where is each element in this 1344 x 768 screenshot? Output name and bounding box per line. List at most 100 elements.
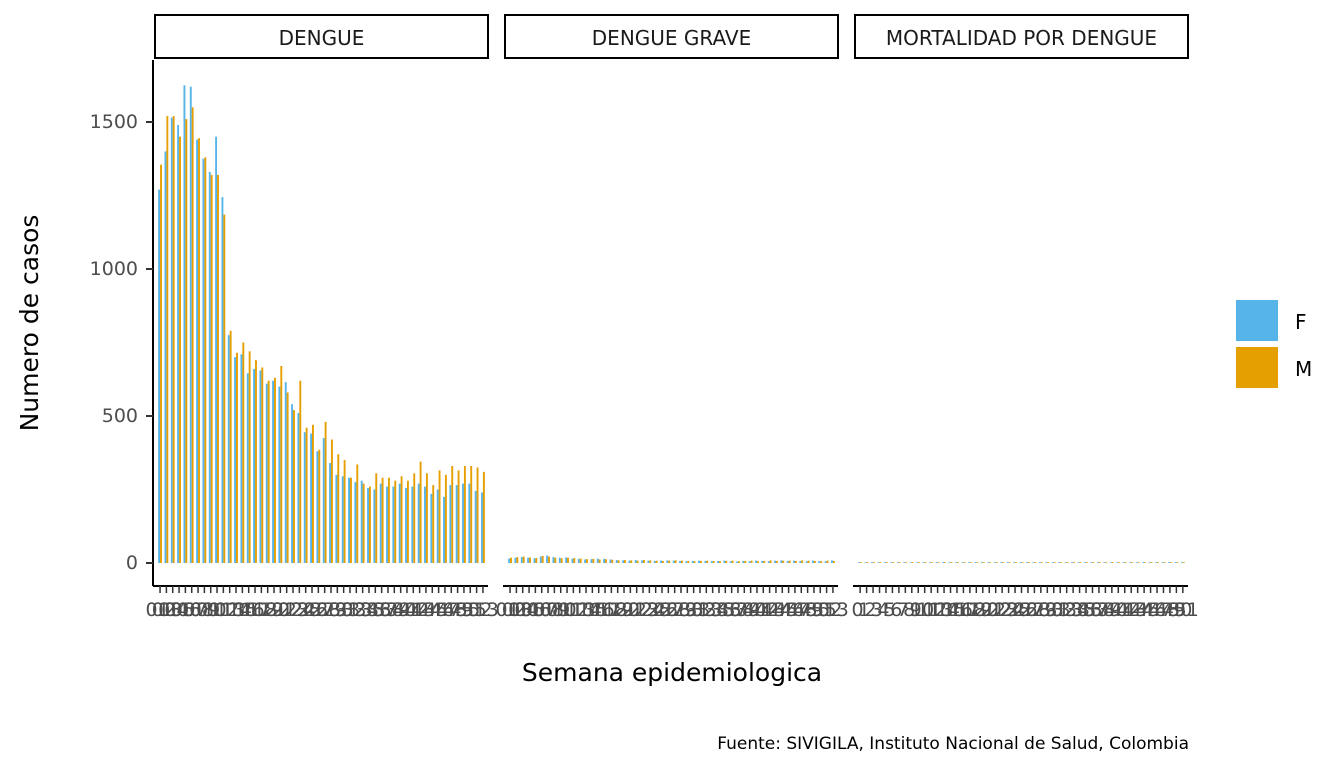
x-tick-label: 50 — [1168, 599, 1192, 621]
x-tick-label: 14 — [936, 599, 960, 621]
bar — [877, 562, 880, 563]
bar — [1180, 562, 1183, 563]
bar — [546, 555, 549, 563]
x-tick-label: 43 — [411, 599, 435, 621]
bar — [818, 560, 821, 563]
bar — [196, 139, 199, 563]
bar — [824, 561, 827, 563]
bar — [1167, 562, 1170, 563]
bar — [987, 562, 990, 563]
bar — [955, 562, 957, 563]
y-tick-label: 1500 — [90, 111, 138, 133]
x-tick-label: 31 — [335, 599, 359, 621]
x-tick-label: 16 — [590, 599, 614, 621]
bar — [381, 477, 384, 563]
bar — [649, 560, 652, 563]
bar — [916, 562, 919, 563]
bar — [660, 560, 663, 563]
x-axis-title: Semana epidemiologica — [522, 658, 822, 687]
facet-strip — [504, 14, 839, 59]
x-tick-label: 29 — [323, 599, 347, 621]
bar — [976, 562, 979, 563]
bar — [831, 560, 833, 563]
bar — [1111, 562, 1114, 563]
bar — [1021, 562, 1024, 563]
bar — [586, 559, 588, 563]
x-tick-label: 12 — [215, 599, 239, 621]
x-tick-label: 32 — [1052, 599, 1076, 621]
bar — [961, 562, 964, 563]
bar — [699, 560, 702, 563]
bar — [622, 560, 625, 563]
y-axis: 0 500 1000 1500 — [90, 111, 138, 574]
x-tick-label: 24 — [641, 599, 665, 621]
x-tick-label: 29 — [1033, 599, 1057, 621]
bar — [967, 562, 970, 563]
x-tick-label: 53 — [475, 599, 499, 621]
bar — [799, 560, 802, 563]
bar — [826, 560, 829, 563]
bar — [909, 562, 912, 563]
bar — [221, 196, 224, 563]
bar — [812, 560, 814, 563]
bar — [170, 117, 173, 563]
bar — [1122, 562, 1125, 563]
bar — [1105, 562, 1108, 563]
x-tick-label: 31 — [685, 599, 709, 621]
bar — [993, 562, 996, 563]
x-tick-label: 16 — [240, 599, 264, 621]
x-tick-label: 44 — [768, 599, 792, 621]
bar — [330, 439, 333, 563]
bar — [329, 463, 331, 563]
bar — [731, 560, 734, 563]
x-tick-label: 29 — [673, 599, 697, 621]
bar — [529, 557, 531, 563]
bar — [1064, 562, 1067, 563]
bar — [312, 424, 314, 563]
x-tick-label: 10 — [202, 599, 226, 621]
x-tick-label: 05 — [521, 599, 545, 621]
x-tick-label: 16 — [949, 599, 973, 621]
bar — [202, 158, 205, 563]
bar — [1163, 562, 1166, 563]
bar — [368, 486, 371, 563]
x-tick-label: 48 — [793, 599, 817, 621]
bar — [577, 558, 580, 563]
bar — [737, 561, 740, 563]
bar — [236, 352, 238, 563]
x-tick-label: 46 — [780, 599, 804, 621]
bar — [729, 561, 732, 563]
bar — [470, 465, 473, 563]
x-tick-label: 37 — [723, 599, 747, 621]
x-tick-label: 11 — [916, 599, 940, 621]
bar — [884, 562, 886, 563]
bar — [782, 560, 785, 563]
bar — [974, 562, 977, 563]
bar — [386, 486, 388, 563]
bar — [242, 342, 245, 563]
bar — [425, 473, 428, 563]
bar — [482, 471, 485, 563]
bar — [293, 410, 295, 563]
bar — [922, 562, 925, 563]
bar — [462, 483, 464, 563]
x-tick-label: 26 — [654, 599, 678, 621]
bar — [208, 171, 211, 564]
x-tick-label: 22 — [278, 599, 302, 621]
x-tick-label: 13 — [571, 599, 595, 621]
bar — [774, 560, 776, 563]
bar — [387, 477, 390, 563]
bar — [1129, 562, 1132, 563]
bar — [1090, 562, 1093, 563]
x-tick-label: 01 — [145, 599, 169, 621]
bar — [406, 480, 409, 563]
bar — [980, 562, 983, 563]
bar — [324, 421, 327, 563]
bar — [1013, 562, 1016, 563]
x-tick-label: 19 — [609, 599, 633, 621]
x-tick-label: 41 — [399, 599, 423, 621]
x-tick-label: 13 — [929, 599, 953, 621]
bar — [229, 330, 232, 563]
bar — [481, 492, 483, 563]
x-tick-label: 51 — [1175, 599, 1199, 621]
